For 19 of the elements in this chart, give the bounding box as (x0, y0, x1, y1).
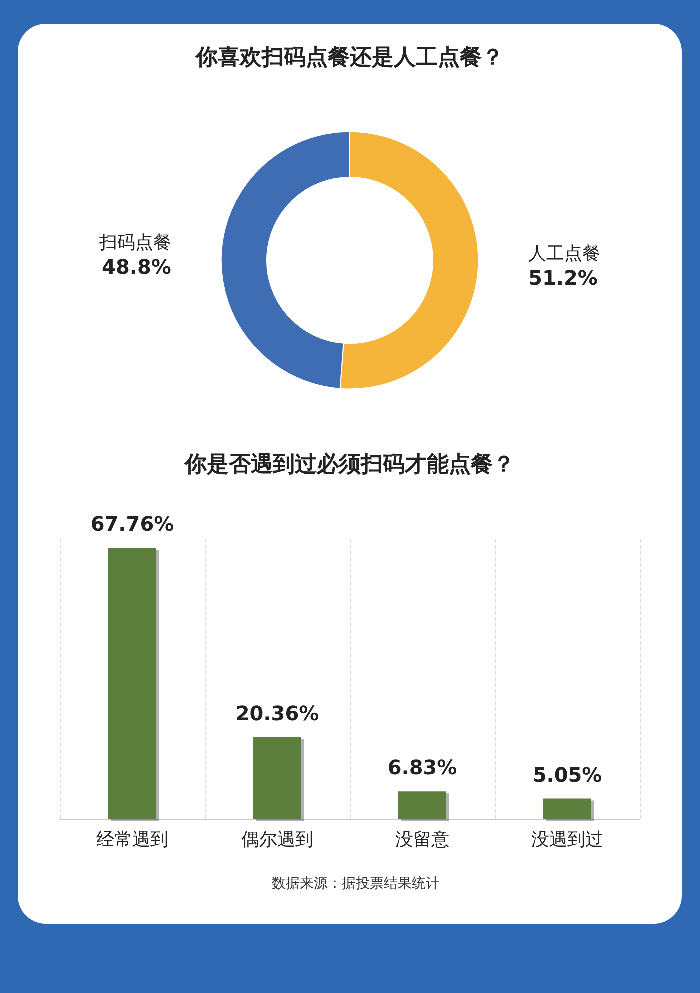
data-label: 48.8% (102, 255, 172, 280)
x-tick-label: 没留意 (396, 830, 450, 850)
data-label: 51.2% (528, 266, 598, 290)
slice-label: 扫码点餐 (98, 232, 172, 254)
x-tick-label: 偶尔遇到 (242, 830, 314, 850)
data-label: 67.76% (90, 512, 174, 536)
bar (108, 548, 156, 819)
x-tick-label: 经常遇到 (96, 830, 168, 850)
bar (398, 792, 446, 819)
bar (254, 738, 302, 819)
data-label: 5.05% (532, 762, 602, 787)
chart-title: 你喜欢扫码点餐还是人工点餐？ (195, 46, 504, 70)
x-tick-label: 没遇到过 (532, 830, 604, 850)
chart-title: 你是否遇到过必须扫码才能点餐？ (184, 452, 515, 478)
slice-label: 人工点餐 (528, 243, 601, 264)
data-label: 6.83% (388, 756, 458, 780)
bar (544, 798, 592, 819)
source-note: 数据来源：据投票结果统计 (271, 875, 441, 893)
data-label: 20.36% (236, 702, 320, 726)
